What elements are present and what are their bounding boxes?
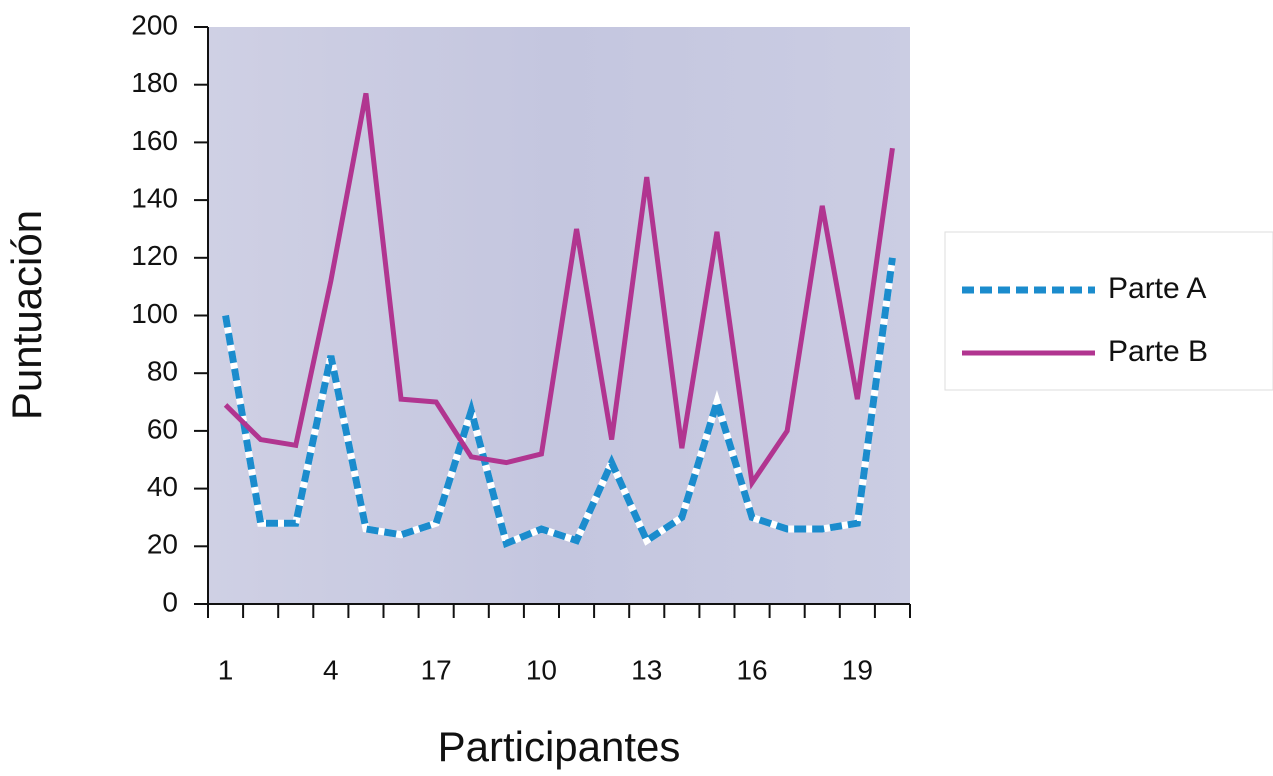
y-tick-label: 0 xyxy=(162,586,178,617)
y-tick-label: 120 xyxy=(131,240,178,271)
legend-box xyxy=(944,231,1273,391)
y-tick-label: 60 xyxy=(147,413,178,444)
y-tick-label: 80 xyxy=(147,356,178,387)
legend-label: Parte B xyxy=(1108,335,1208,368)
y-tick-label: 160 xyxy=(131,125,178,156)
y-tick-label: 100 xyxy=(131,298,178,329)
x-tick-label: 13 xyxy=(631,654,662,685)
y-tick-label: 140 xyxy=(131,182,178,213)
y-tick-label: 20 xyxy=(147,529,178,560)
series-line xyxy=(223,92,895,490)
series-line xyxy=(222,257,896,549)
x-tick-label: 1 xyxy=(218,654,234,685)
x-axis-title: Participantes xyxy=(438,723,681,770)
legend-label: Parte A xyxy=(1108,272,1206,305)
x-tick-label: 17 xyxy=(421,654,452,685)
y-tick-label: 200 xyxy=(131,9,178,40)
x-tick-label: 10 xyxy=(526,654,557,685)
x-tick-label: 19 xyxy=(842,654,873,685)
x-tick-label: 16 xyxy=(736,654,767,685)
y-tick-label: 40 xyxy=(147,471,178,502)
x-tick-label: 4 xyxy=(323,654,339,685)
y-axis-title: Puntuación xyxy=(3,210,50,420)
y-tick-label: 180 xyxy=(131,67,178,98)
